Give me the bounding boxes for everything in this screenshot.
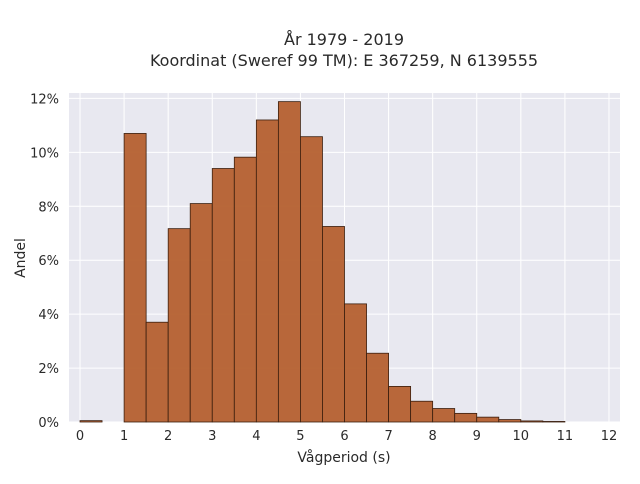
y-axis-ticks: 0% 2% 4% 6% 8% 10% 12% [30, 92, 59, 431]
histogram-bar-2 [123, 133, 147, 423]
y-tick-label: 10% [30, 146, 59, 161]
histogram-bar-6 [211, 168, 235, 423]
histogram-bar-19 [498, 419, 522, 423]
histogram-bar-3 [145, 321, 169, 423]
chart-title: År 1979 - 2019 [284, 30, 404, 49]
histogram-bar-17 [454, 412, 478, 423]
x-tick-label: 9 [473, 429, 481, 444]
x-tick-label: 3 [208, 429, 216, 444]
x-tick-label: 8 [429, 429, 437, 444]
histogram-bar-10 [300, 136, 323, 423]
histogram-bar-9 [277, 101, 301, 423]
x-tick-label: 5 [296, 429, 304, 444]
x-tick-label: 6 [340, 429, 348, 444]
x-tick-label: 11 [557, 429, 574, 444]
x-tick-label: 1 [120, 429, 128, 444]
x-axis-title: Vågperiod (s) [297, 449, 390, 466]
x-axis-ticks: 0 1 2 3 4 5 6 7 8 9 10 11 12 [76, 429, 617, 444]
y-tick-label: 4% [38, 308, 59, 323]
y-tick-label: 2% [38, 362, 59, 377]
x-tick-label: 10 [513, 429, 530, 444]
histogram-bars [79, 101, 566, 423]
x-tick-label: 0 [76, 429, 84, 444]
chart-subtitle: Koordinat (Sweref 99 TM): E 367259, N 61… [150, 51, 538, 70]
histogram-bar-13 [366, 352, 389, 423]
y-tick-label: 12% [30, 92, 59, 107]
histogram-bar-7 [233, 156, 257, 423]
y-axis-title: Andel [13, 238, 29, 278]
x-tick-label: 2 [164, 429, 172, 444]
histogram-bar-16 [432, 408, 456, 423]
histogram-bar-5 [189, 203, 213, 423]
histogram-bar-0 [79, 420, 103, 423]
histogram-bar-11 [322, 226, 345, 423]
x-tick-label: 12 [601, 429, 618, 444]
y-tick-label: 8% [38, 200, 59, 215]
y-tick-label: 0% [38, 416, 59, 431]
histogram-bar-18 [476, 416, 500, 423]
histogram-bar-15 [410, 400, 434, 423]
histogram-bar-21 [542, 421, 566, 423]
histogram-bar-20 [520, 420, 544, 423]
x-tick-label: 4 [252, 429, 260, 444]
histogram-bar-12 [344, 303, 367, 423]
histogram-bar-14 [388, 386, 412, 423]
y-tick-label: 6% [38, 254, 59, 269]
histogram-bar-8 [255, 119, 279, 423]
histogram-bar-4 [167, 228, 191, 423]
x-tick-label: 7 [384, 429, 392, 444]
